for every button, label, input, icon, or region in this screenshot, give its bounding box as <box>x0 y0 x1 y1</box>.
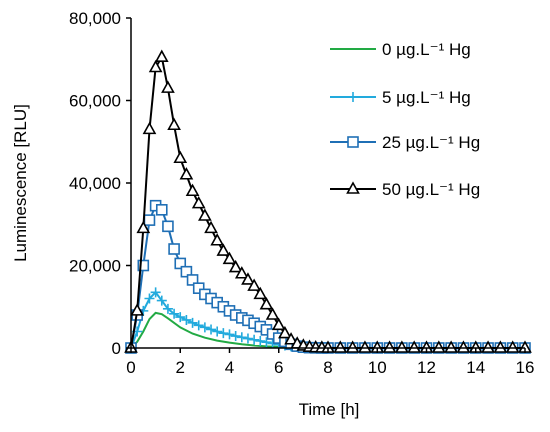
data-point <box>192 282 205 294</box>
data-point <box>241 272 255 285</box>
legend-marker <box>346 181 360 194</box>
data-point <box>174 257 187 270</box>
data-point <box>228 259 243 273</box>
data-point <box>173 150 188 164</box>
legend-entry: 0 µg.L⁻¹ Hg <box>330 40 471 59</box>
data-point <box>224 329 235 340</box>
data-point <box>136 220 151 234</box>
data-point <box>198 208 212 221</box>
data-point <box>162 303 173 314</box>
data-point <box>187 317 198 328</box>
data-point <box>185 183 200 197</box>
data-point <box>222 251 237 265</box>
data-point <box>161 80 175 93</box>
data-point <box>444 340 458 353</box>
data-point <box>236 332 247 343</box>
legend-label: 0 µg.L⁻¹ Hg <box>382 40 471 59</box>
x-tick-label: 0 <box>126 358 135 377</box>
data-point <box>142 121 157 135</box>
x-tick-label: 2 <box>176 358 185 377</box>
data-point <box>333 340 348 353</box>
legend-label: 5 µg.L⁻¹ Hg <box>382 88 471 107</box>
x-tick-label: 6 <box>274 358 283 377</box>
data-point <box>162 220 174 233</box>
data-point <box>358 340 372 353</box>
data-point <box>255 335 266 346</box>
data-point <box>155 204 168 216</box>
data-point <box>493 340 508 353</box>
data-point <box>181 314 192 325</box>
data-point <box>395 340 409 353</box>
data-point <box>456 340 471 353</box>
data-point <box>284 332 298 345</box>
legend-marker <box>347 136 359 148</box>
x-tick-label: 16 <box>516 358 535 377</box>
x-axis-title: Time [h] <box>299 400 360 419</box>
data-point <box>167 117 181 131</box>
data-point <box>247 278 261 291</box>
x-tick-label: 12 <box>417 358 436 377</box>
data-point <box>206 324 217 335</box>
legend-label: 50 µg.L⁻¹ Hg <box>382 180 480 199</box>
data-point <box>130 303 145 316</box>
data-point <box>212 326 223 337</box>
data-point <box>271 317 286 331</box>
data-point <box>179 167 194 180</box>
data-point <box>175 312 186 323</box>
data-point <box>253 286 268 300</box>
data-point <box>204 220 218 234</box>
x-tick-label: 14 <box>466 358 485 377</box>
data-point <box>234 266 249 279</box>
data-point <box>261 337 272 348</box>
data-point <box>137 259 150 272</box>
data-point <box>144 293 155 304</box>
legend-entry: 5 µg.L⁻¹ Hg <box>330 88 471 107</box>
x-axis: 0 2 4 6 8 10 12 14 16 <box>126 347 535 377</box>
data-point <box>154 49 169 62</box>
y-tick-label: 20,000 <box>69 257 121 276</box>
data-point <box>148 59 163 73</box>
legend-entry: 25 µg.L⁻¹ Hg <box>330 133 480 152</box>
data-point <box>199 322 210 333</box>
y-axis-title: Luminescence [RLU] <box>11 104 30 262</box>
data-point <box>216 243 231 256</box>
data-point <box>168 243 180 255</box>
data-point <box>505 340 520 353</box>
x-tick-label: 4 <box>225 358 234 377</box>
legend-marker <box>348 92 358 102</box>
data-point <box>150 287 161 298</box>
data-point <box>156 295 167 306</box>
data-point <box>242 333 253 344</box>
data-point <box>230 331 241 342</box>
data-point <box>210 233 225 246</box>
data-point <box>382 340 397 353</box>
legend-entry: 50 µg.L⁻¹ Hg <box>330 180 480 199</box>
data-point <box>407 340 422 353</box>
data-point <box>186 274 199 286</box>
x-tick-label: 8 <box>323 358 332 377</box>
data-point <box>265 307 280 320</box>
data-point <box>259 297 274 310</box>
data-point <box>481 340 495 353</box>
data-point <box>345 340 360 353</box>
legend: 0 µg.L⁻¹ Hg 5 µg.L⁻¹ Hg 25 µg.L⁻¹ Hg 50 µg.… <box>330 40 480 199</box>
data-point <box>193 320 204 331</box>
legend-label: 25 µg.L⁻¹ Hg <box>382 133 480 152</box>
x-tick-label: 10 <box>368 358 387 377</box>
data-point <box>249 334 260 345</box>
y-tick-label: 80,000 <box>69 9 121 28</box>
data-point <box>218 328 229 339</box>
y-axis: 0 20,000 40,000 60,000 80,000 <box>69 9 132 358</box>
data-point <box>431 340 446 353</box>
y-tick-label: 40,000 <box>69 174 121 193</box>
data-point <box>191 195 206 209</box>
data-point <box>169 308 180 319</box>
data-point <box>180 265 193 278</box>
y-tick-label: 0 <box>112 339 121 358</box>
data-point <box>143 214 156 226</box>
y-tick-label: 60,000 <box>69 92 121 111</box>
data-point <box>278 325 292 339</box>
